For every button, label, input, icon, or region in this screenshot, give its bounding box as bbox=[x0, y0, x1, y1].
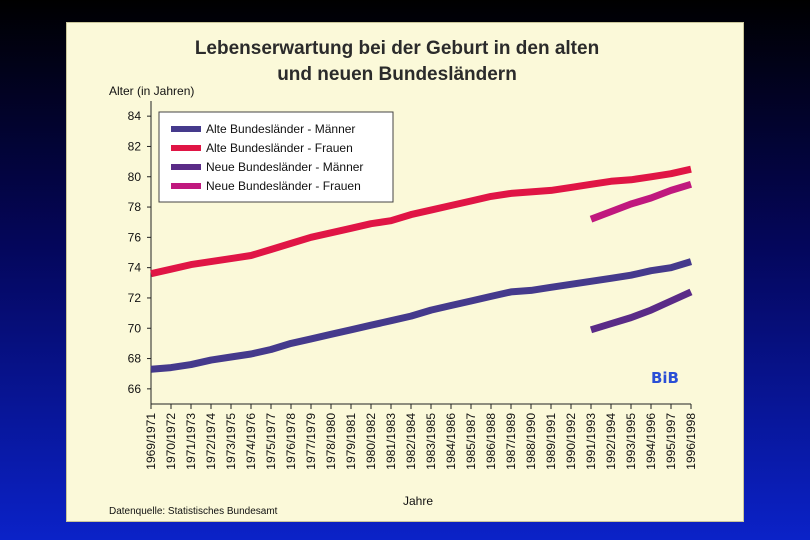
x-tick-label: 1977/1979 bbox=[304, 413, 318, 470]
legend: Alte Bundesländer - Männer Alte Bundeslän… bbox=[158, 111, 394, 203]
y-axis-label: Alter (in Jahren) bbox=[109, 84, 194, 98]
x-tick-label: 1995/1997 bbox=[664, 413, 678, 470]
y-tick-label: 82 bbox=[128, 139, 142, 153]
y-tick-label: 66 bbox=[128, 382, 142, 396]
y-tick-label: 80 bbox=[128, 170, 142, 184]
chart-title-line-1: Lebenserwartung bei der Geburt in den al… bbox=[195, 38, 599, 59]
x-tick-label: 1979/1981 bbox=[344, 413, 358, 470]
legend-label: Neue Bundesländer - Männer bbox=[206, 160, 363, 174]
x-tick-label: 1969/1971 bbox=[144, 413, 158, 470]
series-line-1 bbox=[150, 258, 693, 373]
y-tick-label: 68 bbox=[128, 352, 142, 366]
y-tick-label: 84 bbox=[128, 109, 142, 123]
x-tick-label: 1992/1994 bbox=[604, 413, 618, 470]
x-tick-label: 1974/1976 bbox=[244, 413, 258, 470]
x-tick-label: 1984/1986 bbox=[444, 413, 458, 470]
x-tick-label: 1976/1978 bbox=[284, 413, 298, 470]
y-tick-label: 76 bbox=[128, 230, 142, 244]
x-tick-label: 1994/1996 bbox=[644, 413, 658, 470]
series-lines bbox=[150, 165, 693, 373]
x-tick-label: 1986/1988 bbox=[484, 413, 498, 470]
y-tick-label: 72 bbox=[128, 291, 142, 305]
x-tick-label: 1990/1992 bbox=[564, 413, 578, 470]
x-tick-label: 1993/1995 bbox=[624, 413, 638, 470]
source-note: Datenquelle: Statistisches Bundesamt bbox=[109, 506, 278, 517]
x-tick-label: 1975/1977 bbox=[264, 413, 278, 470]
y-tick-label: 70 bbox=[128, 321, 142, 335]
x-tick-label: 1989/1991 bbox=[544, 413, 558, 470]
y-tick-label: 74 bbox=[128, 261, 142, 275]
chart-panel: Lebenserwartung bei der Geburt in den al… bbox=[66, 22, 744, 522]
legend-label: Neue Bundesländer - Frauen bbox=[206, 179, 361, 193]
x-axis-ticks: 1969/1971 1970/1972 1971/1973 1972/1974 1973… bbox=[144, 404, 698, 470]
x-tick-label: 1978/1980 bbox=[324, 413, 338, 470]
bib-logo: BiB bbox=[651, 369, 679, 387]
x-tick-label: 1987/1989 bbox=[504, 413, 518, 470]
x-tick-label: 1970/1972 bbox=[164, 413, 178, 470]
x-axis-label: Jahre bbox=[403, 494, 433, 508]
series-line-4 bbox=[589, 180, 693, 223]
line-chart: Lebenserwartung bei der Geburt in den al… bbox=[109, 38, 698, 517]
x-tick-label: 1988/1990 bbox=[524, 413, 538, 470]
chart-title-line-2: und neuen Bundesländern bbox=[277, 64, 517, 85]
series-line-2 bbox=[150, 165, 692, 278]
x-tick-label: 1985/1987 bbox=[464, 413, 478, 470]
x-tick-label: 1972/1974 bbox=[204, 413, 218, 470]
series-line-3 bbox=[589, 288, 693, 334]
x-tick-label: 1983/1985 bbox=[424, 413, 438, 470]
legend-label: Alte Bundesländer - Frauen bbox=[206, 141, 353, 155]
x-tick-label: 1981/1983 bbox=[384, 413, 398, 470]
x-tick-label: 1996/1998 bbox=[684, 413, 698, 470]
y-tick-label: 78 bbox=[128, 200, 142, 214]
x-tick-label: 1982/1984 bbox=[404, 413, 418, 470]
x-tick-label: 1971/1973 bbox=[184, 413, 198, 470]
x-tick-label: 1973/1975 bbox=[224, 413, 238, 470]
x-tick-label: 1991/1993 bbox=[584, 413, 598, 470]
legend-label: Alte Bundesländer - Männer bbox=[206, 122, 355, 136]
x-tick-label: 1980/1982 bbox=[364, 413, 378, 470]
y-axis-ticks: 66 68 70 72 74 76 78 80 82 84 bbox=[128, 109, 151, 396]
